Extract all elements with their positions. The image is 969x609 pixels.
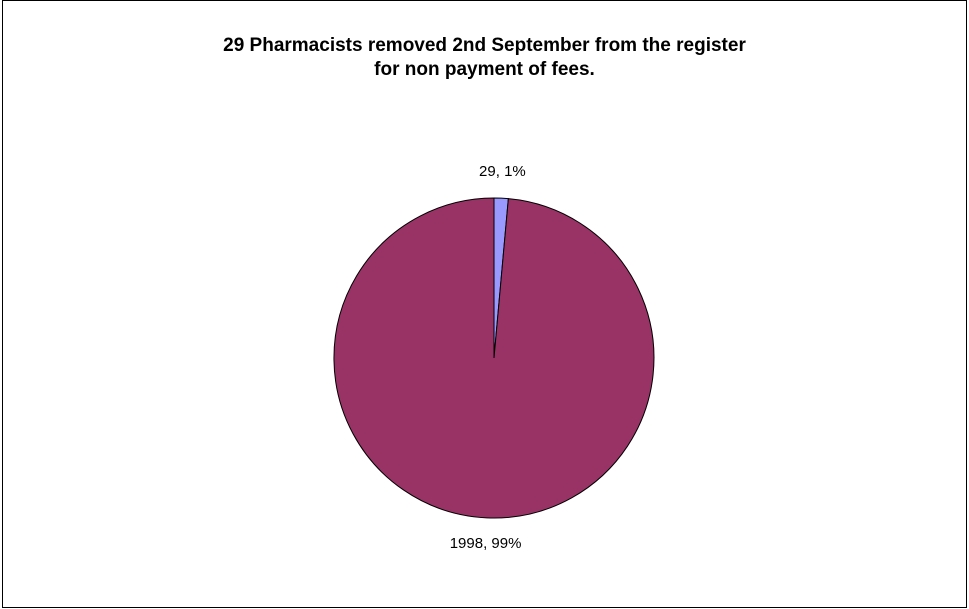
pie-slices [333,197,655,519]
chart-title: 29 Pharmacists removed 2nd September fro… [3,34,966,82]
data-label-1: 1998, 99% [450,535,522,552]
chart-title-line-2: for non payment of fees. [374,59,595,80]
chart-title-line-1: 29 Pharmacists removed 2nd September fro… [223,35,746,56]
pie-data-labels: 29, 1% 1998, 99% [450,163,526,552]
pie-slice-1 [333,197,655,519]
data-label-0: 29, 1% [479,163,526,180]
